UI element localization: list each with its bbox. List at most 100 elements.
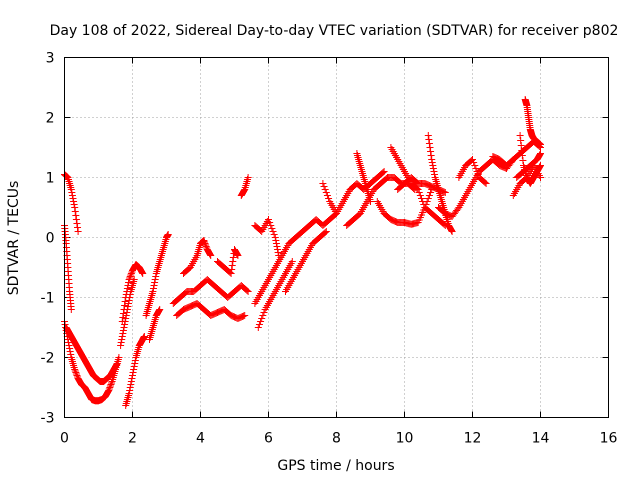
- data-point: [74, 228, 82, 235]
- data-point: [64, 339, 72, 346]
- data-point: [70, 198, 78, 205]
- data-point: [266, 219, 274, 226]
- data-point: [429, 162, 437, 169]
- grid: [64, 57, 609, 418]
- data-point: [470, 159, 478, 166]
- y-tick-label--3: -3: [41, 411, 55, 427]
- data-point: [274, 249, 282, 256]
- data-point: [70, 201, 78, 208]
- data-point: [120, 324, 128, 331]
- data-point: [115, 354, 123, 361]
- data-point: [66, 345, 74, 352]
- data-point: [71, 367, 79, 375]
- data-point: [124, 303, 132, 310]
- data-point: [127, 271, 135, 279]
- data-point: [270, 231, 278, 238]
- data-point: [229, 258, 237, 265]
- data-point: [233, 251, 241, 258]
- x-axis-label: GPS time / hours: [277, 458, 394, 474]
- data-point: [67, 306, 75, 313]
- data-point: [149, 285, 157, 292]
- data-point: [206, 251, 214, 258]
- data-point: [415, 189, 423, 196]
- data-point: [69, 195, 77, 202]
- data-point: [379, 169, 387, 176]
- data-point: [269, 228, 277, 235]
- data-point: [418, 195, 425, 202]
- data-point: [243, 287, 251, 294]
- data-point: [228, 262, 236, 269]
- data-point: [119, 330, 127, 337]
- data-point: [125, 297, 133, 304]
- data-point: [73, 220, 81, 227]
- data-point: [123, 306, 131, 313]
- x-tick-label-4: 4: [196, 431, 205, 447]
- data-point: [228, 266, 236, 273]
- data-point: [138, 269, 146, 276]
- data-point: [67, 186, 75, 193]
- data-point: [123, 309, 131, 316]
- data-point: [155, 307, 163, 314]
- y-tick-labels: -3 -2 -1 0 1 2 3: [41, 51, 55, 427]
- data-point: [537, 150, 544, 157]
- y-tick-label--2: -2: [41, 351, 55, 367]
- data-point: [380, 168, 388, 175]
- data-point: [126, 387, 134, 394]
- data-point: [272, 237, 280, 244]
- data-point: [130, 363, 138, 370]
- y-tick-label-1: 1: [46, 171, 55, 187]
- data-point: [273, 243, 281, 250]
- data-point: [424, 195, 432, 202]
- y-tick-label-0: 0: [46, 231, 55, 247]
- data-point: [428, 159, 436, 166]
- data-point: [472, 165, 480, 172]
- data-point: [122, 315, 130, 322]
- data-point: [227, 270, 235, 277]
- data-point: [321, 186, 329, 193]
- data-point: [254, 324, 262, 331]
- x-tick-label-8: 8: [332, 431, 341, 447]
- data-point: [129, 372, 136, 379]
- data-point: [257, 318, 265, 325]
- data-point: [201, 240, 209, 247]
- data-point: [122, 312, 130, 319]
- data-point: [126, 294, 134, 301]
- data-point: [241, 312, 249, 319]
- data-point: [537, 162, 544, 169]
- data-point: [71, 208, 79, 215]
- x-tick-label-2: 2: [128, 431, 137, 447]
- data-point: [126, 274, 134, 282]
- data-point: [128, 375, 136, 382]
- data-point: [117, 339, 125, 346]
- data-point: [207, 252, 215, 259]
- data-point: [428, 156, 436, 163]
- data-point: [518, 152, 526, 159]
- data-point: [125, 300, 133, 307]
- data-point: [275, 252, 283, 259]
- data-point: [482, 180, 490, 187]
- data-point: [108, 379, 116, 387]
- data-point: [537, 174, 544, 181]
- data-point: [419, 198, 427, 205]
- data-point: [259, 312, 267, 319]
- data-point: [244, 288, 252, 295]
- data-point: [473, 168, 481, 175]
- data-point: [131, 357, 139, 364]
- data-point: [244, 174, 252, 181]
- data-point: [265, 216, 272, 223]
- data-point: [71, 204, 79, 211]
- data-point: [72, 370, 80, 378]
- data-point: [156, 306, 164, 313]
- data-point: [125, 279, 133, 286]
- data-point: [425, 136, 433, 143]
- data-point: [319, 180, 327, 187]
- data-points: [61, 96, 544, 409]
- data-point: [121, 302, 129, 309]
- data-point: [516, 132, 524, 139]
- data-point: [106, 384, 114, 391]
- data-point: [66, 348, 74, 355]
- data-point: [536, 163, 544, 170]
- data-point: [127, 270, 135, 277]
- data-point: [72, 369, 80, 376]
